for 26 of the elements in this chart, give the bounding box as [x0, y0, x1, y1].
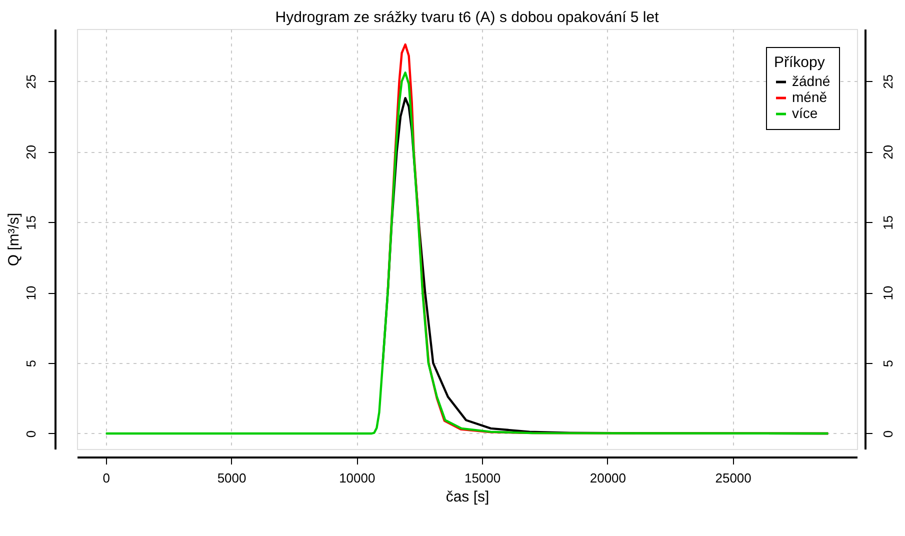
y-axis-title: Q [m³/s]	[6, 212, 22, 266]
y-tick-label: 20	[24, 144, 38, 160]
y-tick-label: 10	[24, 286, 38, 300]
line-series	[104, 72, 830, 435]
y-tick-label: 5	[24, 360, 38, 368]
y2-tick-label: 5	[880, 360, 896, 368]
legend-title: Příkopy	[774, 54, 826, 71]
y2-tick-label: 20	[880, 144, 896, 160]
x-tick-label: 15000	[464, 470, 501, 486]
x-tick-label: 5000	[217, 470, 246, 486]
legend-label: méně	[792, 89, 828, 105]
chart-title: Hydrogram ze srážky tvaru t6 (A) s dobou opakování 5 let	[275, 9, 660, 26]
y2-tick-label: 0	[880, 430, 896, 438]
legend-label: žádné	[792, 73, 830, 89]
x-tick-label: 25000	[715, 470, 752, 486]
y2-tick-label: 15	[880, 215, 896, 230]
y-tick-label: 25	[24, 74, 38, 89]
y2-tick-label: 10	[880, 286, 896, 300]
y-tick-label: 0	[24, 430, 38, 438]
y-tick-label: 15	[24, 215, 38, 230]
y2-tick-label: 25	[880, 74, 896, 89]
legend-label: více	[792, 105, 818, 121]
x-axis-title: čas [s]	[446, 488, 490, 506]
x-tick-label: 20000	[590, 470, 626, 486]
x-tick-label: 0	[102, 470, 110, 486]
x-tick-label: 10000	[339, 470, 376, 486]
